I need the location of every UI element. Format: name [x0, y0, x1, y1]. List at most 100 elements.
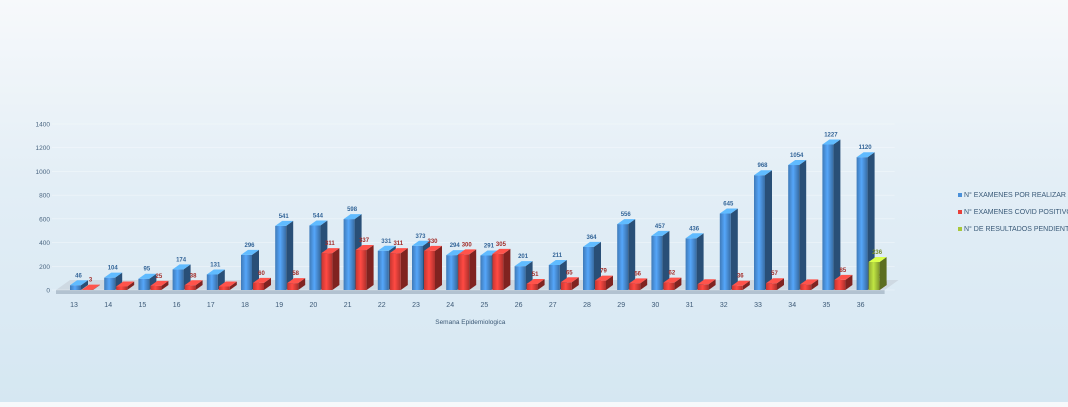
data-label: 46 [75, 273, 82, 279]
data-label: 201 [518, 254, 529, 260]
data-label: 541 [279, 214, 290, 220]
data-label: 56 [634, 271, 641, 277]
bar [138, 279, 149, 290]
bar [561, 282, 572, 290]
bar [629, 283, 640, 290]
bar [321, 253, 332, 290]
bar [424, 251, 435, 290]
data-label: 598 [347, 207, 358, 213]
data-label: 556 [621, 212, 632, 218]
bar [617, 224, 628, 290]
y-tick-label: 0 [46, 288, 50, 295]
x-tick-label: 36 [857, 302, 865, 309]
x-tick-label: 17 [207, 302, 215, 309]
bar [822, 145, 833, 290]
bar [173, 269, 184, 290]
x-tick-label: 26 [515, 302, 523, 309]
legend-label: N° EXAMENES COVID POSITIVO [964, 208, 1068, 216]
data-label: 60 [258, 271, 265, 277]
bar-side [503, 249, 510, 290]
bar [185, 285, 196, 290]
y-tick-label: 1000 [36, 169, 51, 176]
bar [275, 226, 286, 290]
bar [834, 280, 845, 290]
data-label: 1227 [824, 133, 838, 139]
y-tick-label: 800 [39, 193, 50, 200]
legend-swatch [958, 227, 962, 231]
bar [595, 281, 606, 290]
y-tick-label: 600 [39, 216, 50, 223]
bar [219, 286, 230, 290]
x-tick-label: 22 [378, 302, 386, 309]
data-label: 36 [737, 274, 744, 280]
data-label: 79 [600, 269, 607, 275]
bar [800, 284, 811, 290]
bar-side [469, 249, 476, 290]
data-label: 211 [552, 253, 562, 259]
data-label: 57 [771, 271, 778, 277]
bar [412, 246, 423, 290]
data-label: 294 [450, 243, 461, 249]
bar-side [799, 160, 806, 290]
data-label: 174 [176, 257, 187, 263]
bar [720, 214, 731, 290]
x-tick-label: 25 [481, 302, 489, 309]
x-tick-label: 28 [583, 302, 591, 309]
data-label: 436 [689, 226, 700, 232]
bar-side [628, 219, 635, 290]
bar [515, 266, 526, 290]
data-label: 645 [723, 202, 734, 208]
y-tick-label: 1400 [36, 122, 51, 129]
bar [663, 283, 674, 290]
data-label: 62 [669, 271, 676, 277]
bar [458, 254, 469, 290]
bar [356, 250, 367, 290]
data-label: 85 [840, 268, 847, 274]
x-axis-title: Semana Epidemiologica [435, 319, 505, 326]
bar-side [367, 245, 374, 290]
y-tick-label: 200 [39, 264, 50, 271]
data-label: 364 [586, 235, 597, 241]
data-label: 131 [210, 262, 221, 268]
bar [104, 278, 115, 290]
x-tick-label: 16 [173, 302, 181, 309]
bar [869, 262, 880, 290]
bar [527, 284, 538, 290]
legend-swatch [958, 210, 962, 214]
bar [253, 283, 264, 290]
x-tick-label: 34 [788, 302, 796, 309]
bar [549, 265, 560, 290]
data-label: 38 [190, 273, 197, 279]
x-tick-label: 31 [686, 302, 694, 309]
x-tick-label: 30 [652, 302, 660, 309]
data-label: 25 [156, 274, 163, 280]
bar [754, 175, 765, 290]
bar [492, 254, 503, 290]
x-tick-label: 23 [412, 302, 420, 309]
x-tick-label: 14 [104, 302, 112, 309]
bar [446, 255, 457, 290]
x-tick-label: 18 [241, 302, 249, 309]
x-tick-label: 29 [617, 302, 625, 309]
bar [207, 274, 218, 290]
bar [788, 165, 799, 290]
bar [698, 284, 709, 290]
bar [241, 255, 252, 290]
bar [480, 255, 491, 290]
bar-side [401, 248, 408, 290]
chart-floor-edge [56, 290, 885, 294]
x-tick-label: 13 [70, 302, 78, 309]
x-tick-label: 15 [139, 302, 147, 309]
data-label: 1054 [790, 153, 804, 159]
x-tick-label: 19 [275, 302, 283, 309]
data-label: 544 [313, 213, 324, 219]
bar [583, 247, 594, 290]
legend-label: N° DE RESULTADOS PENDIENTES [964, 225, 1068, 233]
bar [732, 286, 743, 290]
x-tick-label: 27 [549, 302, 557, 309]
bar [390, 253, 401, 290]
data-label: 373 [415, 234, 426, 240]
data-label: 331 [381, 239, 392, 245]
